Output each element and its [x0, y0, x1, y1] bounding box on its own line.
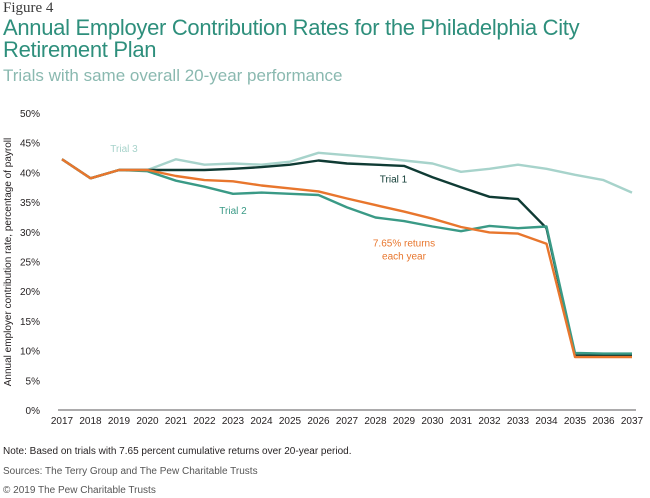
x-tick-label: 2037	[621, 416, 644, 427]
x-tick-label: 2036	[592, 416, 615, 427]
chart-note: Note: Based on trials with 7.65 percent …	[3, 446, 352, 457]
x-tick-label: 2021	[165, 416, 188, 427]
chart-sources: Sources: The Terry Group and The Pew Cha…	[3, 466, 258, 477]
line-chart: 0% 5% 10% 15% 20% 25% 30% 35% 40% 45% 50% 2017 2018…	[3, 109, 644, 427]
series-line-trial3	[61, 151, 633, 194]
x-tick-label: 2019	[108, 416, 131, 427]
y-tick-label: 25%	[20, 258, 40, 269]
x-axis: 2017 2018 2019 2020 2021 2022 2023 2024 2025 2026…	[51, 416, 644, 427]
y-tick-label: 10%	[20, 347, 40, 358]
series-layer	[61, 151, 633, 359]
x-tick-label: 2034	[535, 416, 558, 427]
x-tick-label: 2032	[478, 416, 501, 427]
y-tick-label: 50%	[20, 109, 40, 120]
x-tick-label: 2022	[193, 416, 216, 427]
y-axis: 0% 5% 10% 15% 20% 25% 30% 35% 40% 45% 50%	[20, 109, 636, 417]
y-tick-label: 35%	[20, 198, 40, 209]
x-tick-label: 2030	[421, 416, 444, 427]
x-tick-label: 2027	[336, 416, 359, 427]
annotation-trial3: Trial 3	[110, 144, 138, 155]
y-tick-label: 40%	[20, 168, 40, 179]
x-tick-label: 2029	[393, 416, 416, 427]
annotation-returns: 7.65% returns	[373, 239, 435, 250]
annotation-layer: Trial 3 Trial 1 Trial 2 7.65% returns each y…	[110, 144, 435, 263]
x-tick-label: 2026	[307, 416, 330, 427]
y-tick-label: 0%	[26, 406, 41, 417]
x-tick-label: 2023	[222, 416, 245, 427]
x-tick-label: 2031	[450, 416, 473, 427]
x-tick-label: 2020	[136, 416, 159, 427]
x-tick-label: 2025	[279, 416, 302, 427]
figure-label: Figure 4	[3, 0, 54, 16]
y-tick-label: 5%	[26, 376, 41, 387]
x-tick-label: 2024	[250, 416, 273, 427]
y-tick-label: 45%	[20, 139, 40, 150]
x-tick-label: 2018	[79, 416, 102, 427]
y-tick-label: 15%	[20, 317, 40, 328]
chart-subtitle: Trials with same overall 20-year perform…	[3, 66, 343, 85]
copyright: © 2019 The Pew Charitable Trusts	[3, 485, 156, 496]
x-tick-label: 2035	[564, 416, 587, 427]
x-tick-label: 2033	[507, 416, 530, 427]
y-tick-label: 20%	[20, 287, 40, 298]
chart-title: Annual Employer Contribution Rates for t…	[3, 15, 580, 62]
annotation-returns-line2: each year	[382, 252, 427, 263]
series-line-trial1	[61, 158, 632, 357]
y-tick-label: 30%	[20, 228, 40, 239]
annotation-trial1: Trial 1	[380, 175, 408, 186]
x-tick-label: 2028	[364, 416, 387, 427]
series-line-trial2	[61, 158, 632, 355]
annotation-trial2: Trial 2	[219, 206, 247, 217]
x-tick-label: 2017	[51, 416, 74, 427]
series-line-returns	[61, 158, 632, 359]
y-axis-label: Annual employer contribution rate, perce…	[3, 138, 14, 386]
